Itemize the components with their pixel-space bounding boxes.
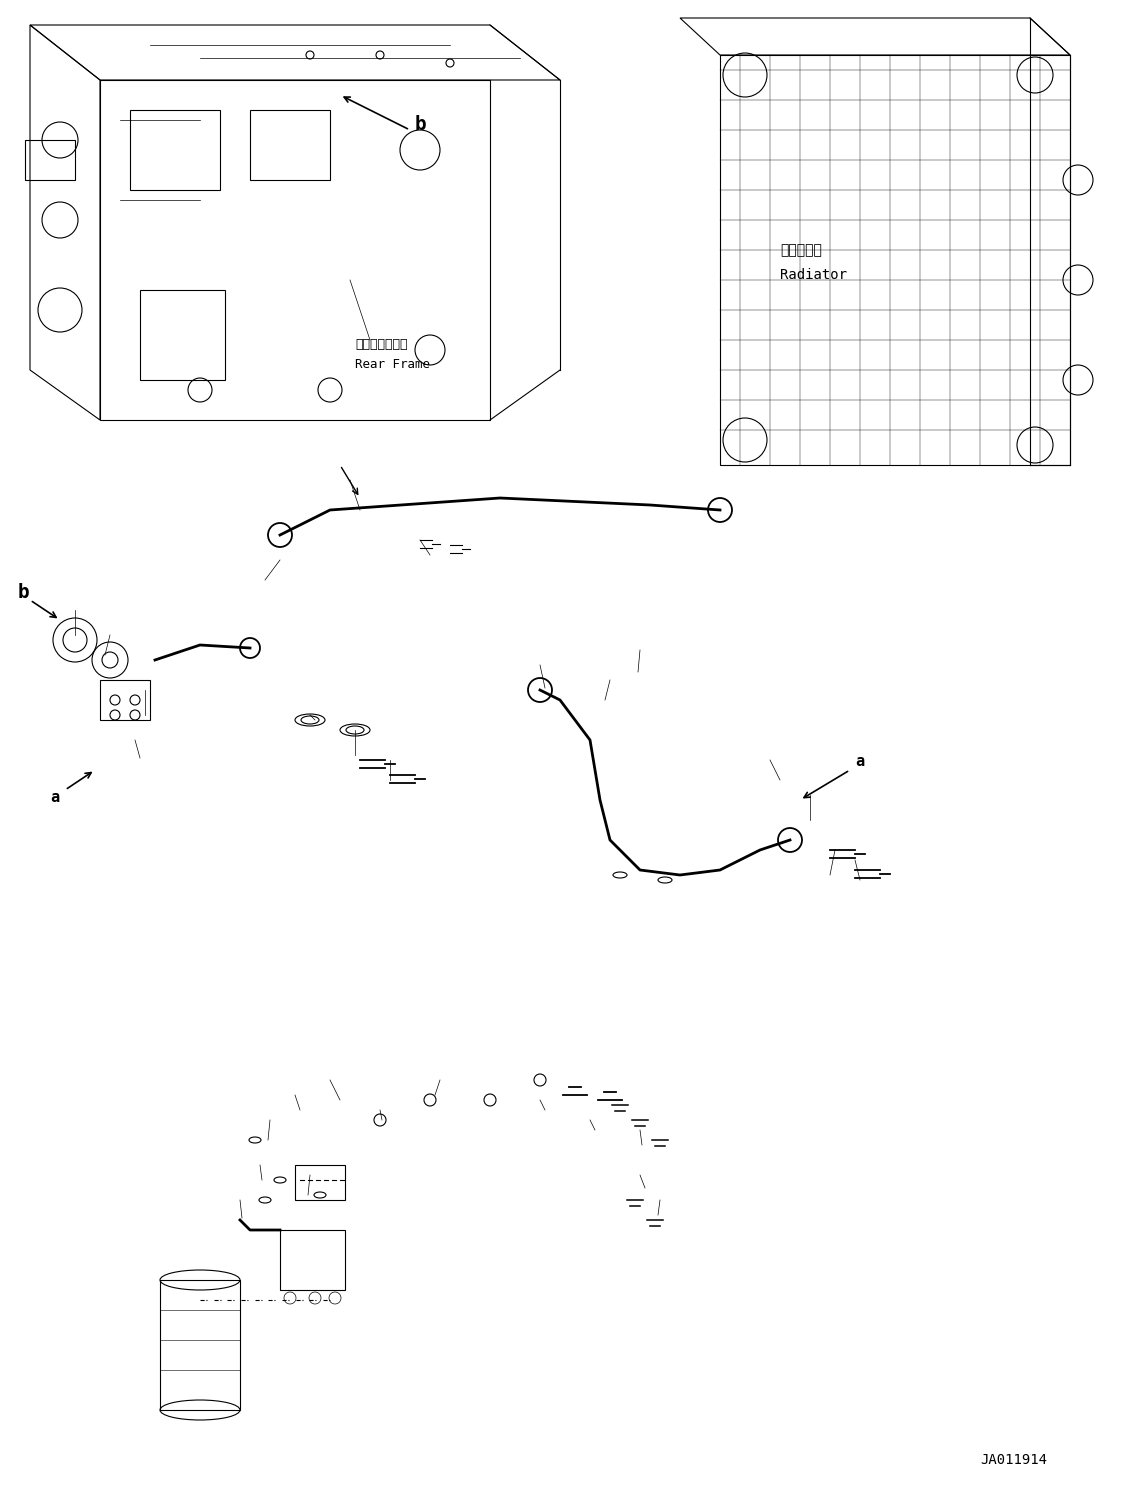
Bar xyxy=(295,1164,345,1200)
Text: リヤーフレーム: リヤーフレーム xyxy=(355,338,407,352)
Bar xyxy=(280,1230,345,1290)
Text: ラジエータ: ラジエータ xyxy=(780,243,822,256)
Bar xyxy=(100,680,150,720)
Bar xyxy=(160,1279,240,1410)
Bar xyxy=(25,140,75,180)
Text: b: b xyxy=(18,583,30,601)
Text: b: b xyxy=(415,115,427,134)
Text: a: a xyxy=(855,754,864,769)
Text: Rear Frame: Rear Frame xyxy=(355,358,430,371)
Bar xyxy=(250,110,330,180)
Bar xyxy=(130,110,220,189)
Text: a: a xyxy=(50,790,59,805)
Bar xyxy=(140,291,225,380)
Text: JA011914: JA011914 xyxy=(980,1454,1047,1467)
Text: Radiator: Radiator xyxy=(780,268,847,282)
